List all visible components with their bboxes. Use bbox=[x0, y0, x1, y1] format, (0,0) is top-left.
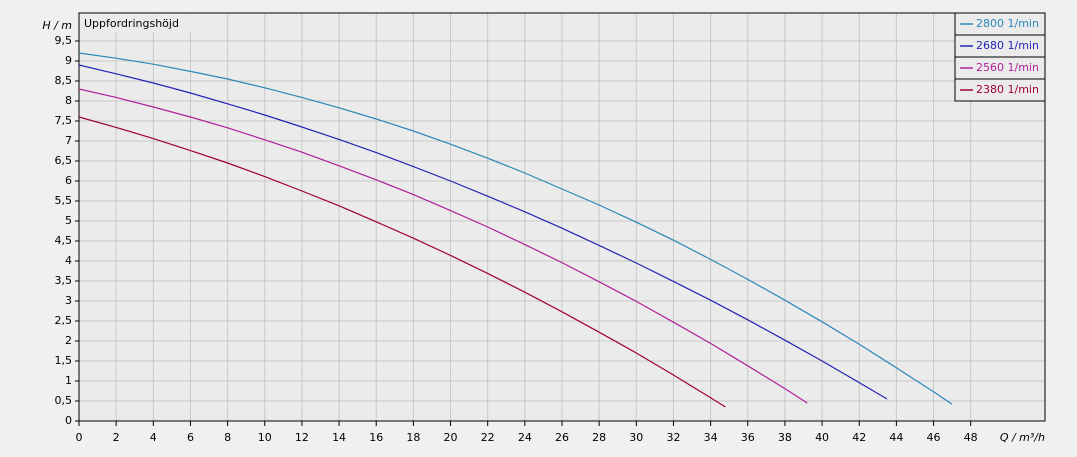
y-tick-label: 4,5 bbox=[55, 234, 73, 247]
x-tick-label: 14 bbox=[332, 431, 346, 444]
title-box bbox=[80, 14, 192, 32]
x-tick-label: 18 bbox=[406, 431, 420, 444]
x-tick-label: 24 bbox=[518, 431, 532, 444]
x-tick-label: 48 bbox=[964, 431, 978, 444]
y-tick-label: 8 bbox=[65, 94, 72, 107]
curve bbox=[78, 116, 726, 408]
x-tick-label: 42 bbox=[852, 431, 866, 444]
x-tick-label: 36 bbox=[741, 431, 755, 444]
x-tick-label: 22 bbox=[481, 431, 495, 444]
legend-label: 2560 1/min bbox=[976, 61, 1039, 74]
curve bbox=[78, 52, 953, 405]
x-tick-label: 2 bbox=[113, 431, 120, 444]
y-tick-label: 8,5 bbox=[55, 74, 73, 87]
x-tick-label: 0 bbox=[76, 431, 83, 444]
x-tick-label: 34 bbox=[704, 431, 718, 444]
y-tick-label: 7 bbox=[65, 134, 72, 147]
x-tick-label: 46 bbox=[927, 431, 941, 444]
y-tick-label: 0,5 bbox=[55, 394, 73, 407]
y-tick-label: 4 bbox=[65, 254, 72, 267]
x-tick-label: 20 bbox=[444, 431, 458, 444]
y-tick-label: 1 bbox=[65, 374, 72, 387]
legend-label: 2800 1/min bbox=[976, 17, 1039, 30]
y-tick-label: 5,5 bbox=[55, 194, 73, 207]
x-tick-label: 28 bbox=[592, 431, 606, 444]
y-axis-label: H / m bbox=[42, 19, 72, 32]
y-tick-label: 0 bbox=[65, 414, 72, 427]
x-tick-label: 32 bbox=[666, 431, 680, 444]
x-tick-label: 30 bbox=[629, 431, 643, 444]
x-tick-label: 4 bbox=[150, 431, 157, 444]
y-tick-label: 9 bbox=[65, 54, 72, 67]
y-tick-label: 6,5 bbox=[55, 154, 73, 167]
y-tick-label: 9,5 bbox=[55, 34, 73, 47]
x-tick-label: 44 bbox=[889, 431, 903, 444]
legend-label: 2680 1/min bbox=[976, 39, 1039, 52]
x-tick-label: 40 bbox=[815, 431, 829, 444]
x-tick-label: 16 bbox=[369, 431, 383, 444]
x-tick-label: 6 bbox=[187, 431, 194, 444]
x-tick-label: 38 bbox=[778, 431, 792, 444]
x-tick-label: 8 bbox=[224, 431, 231, 444]
legend-label: 2380 1/min bbox=[976, 83, 1039, 96]
y-tick-label: 7,5 bbox=[55, 114, 73, 127]
y-tick-label: 5 bbox=[65, 214, 72, 227]
y-tick-label: 2 bbox=[65, 334, 72, 347]
y-tick-label: 1,5 bbox=[55, 354, 73, 367]
chart-title: Uppfordringshöjd bbox=[84, 17, 179, 30]
y-tick-label: 2,5 bbox=[55, 314, 73, 327]
x-tick-label: 12 bbox=[295, 431, 309, 444]
y-tick-label: 6 bbox=[65, 174, 72, 187]
y-tick-label: 3,5 bbox=[55, 274, 73, 287]
curve bbox=[78, 64, 888, 400]
curve bbox=[78, 88, 808, 404]
x-tick-label: 10 bbox=[258, 431, 272, 444]
plot-frame bbox=[78, 12, 1046, 422]
x-axis-label: Q / m³/h bbox=[1000, 431, 1045, 444]
y-tick-label: 3 bbox=[65, 294, 72, 307]
x-tick-label: 26 bbox=[555, 431, 569, 444]
